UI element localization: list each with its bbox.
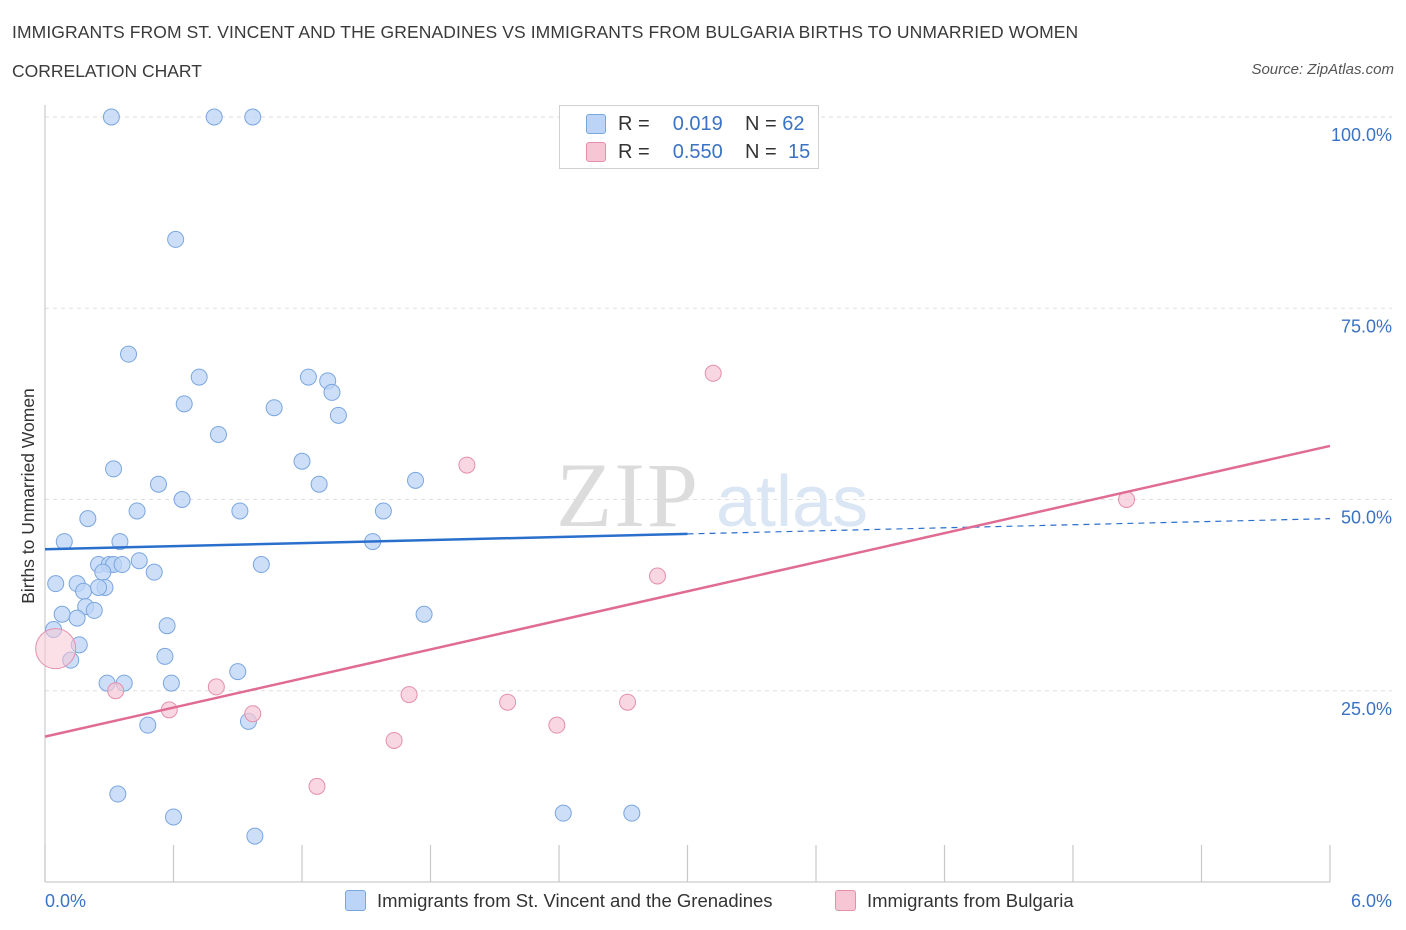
data-point-pink [458, 456, 476, 474]
x-tick-label: 6.0% [1351, 891, 1392, 911]
y-tick-label: 75.0% [1341, 316, 1392, 336]
legend-r-value-pink: 0.550 [672, 141, 723, 163]
legend-r-label: R = [618, 113, 650, 135]
axes [44, 105, 1331, 883]
data-point-blue [79, 510, 97, 528]
trend-lines [44, 444, 1331, 738]
data-point-pink [35, 628, 77, 670]
data-point-blue [130, 552, 148, 570]
data-point-blue [139, 716, 157, 734]
data-point-blue [94, 563, 112, 581]
data-point-blue [162, 674, 180, 692]
y-tick-label: 50.0% [1341, 508, 1392, 528]
data-point-blue [231, 502, 249, 520]
data-point-blue [128, 502, 146, 520]
data-point-blue [623, 804, 641, 822]
data-point-blue [252, 556, 270, 574]
legend-swatch-pink [586, 142, 606, 162]
bottom-legend-swatch-pink [835, 890, 856, 911]
data-point-blue [90, 578, 108, 596]
trendline-blue-extension [687, 518, 1331, 535]
legend-n-value-pink: 15 [788, 141, 811, 163]
bottom-legend-label-blue: Immigrants from St. Vincent and the Gren… [377, 890, 773, 911]
data-point-blue [156, 647, 174, 665]
legend-text-pink: R = 0.550 N = 15 [618, 141, 810, 164]
data-point-blue [120, 345, 138, 363]
data-point-pink [107, 682, 125, 700]
y-tick-label: 100.0% [1331, 125, 1392, 145]
data-point-blue [229, 663, 247, 681]
chart-title: IMMIGRANTS FROM ST. VINCENT AND THE GREN… [12, 22, 1079, 42]
data-point-blue [244, 108, 262, 126]
data-point-pink [619, 693, 637, 711]
data-point-pink [704, 364, 722, 382]
data-point-blue [265, 399, 283, 417]
data-point-blue [374, 502, 392, 520]
data-point-blue [173, 491, 191, 508]
data-point-blue [150, 475, 168, 493]
data-point-blue [329, 406, 347, 424]
data-point-pink [499, 693, 517, 711]
data-point-blue [165, 808, 182, 826]
data-point-blue [85, 601, 103, 619]
data-point-blue [407, 471, 425, 489]
y-tick-label: 25.0% [1341, 699, 1392, 719]
data-point-blue [47, 575, 65, 593]
bottom-legend-label-pink: Immigrants from Bulgaria [867, 890, 1074, 911]
watermark: ZIP atlas [556, 444, 868, 546]
data-point-blue [554, 804, 572, 822]
legend-r-label: R = [618, 141, 650, 163]
legend-n-value-blue: 62 [782, 113, 805, 135]
series-pink-points [35, 364, 1136, 795]
source-note: Source: ZipAtlas.com [1251, 61, 1394, 78]
data-point-pink [207, 678, 225, 696]
data-point-blue [190, 368, 208, 386]
data-point-blue [75, 582, 93, 600]
data-point-blue [102, 108, 120, 126]
legend-text-blue: R = 0.019 N = 62 [618, 113, 805, 136]
trendline-blue [44, 532, 688, 551]
chart-subtitle: CORRELATION CHART [12, 61, 202, 81]
bottom-legend-swatch-blue [345, 890, 366, 911]
series-blue-points [45, 108, 641, 845]
data-point-blue [299, 368, 317, 386]
y-axis-label: Births to Unmarried Women [18, 388, 38, 604]
data-point-blue [415, 605, 433, 623]
legend-n-label: N = [745, 113, 777, 135]
data-point-blue [53, 605, 71, 623]
legend-swatch-blue [586, 114, 606, 134]
data-point-pink [244, 705, 262, 723]
data-point-blue [175, 395, 193, 413]
data-point-pink [649, 567, 667, 585]
legend-r-value-blue: 0.019 [672, 113, 723, 135]
trendline-pink [44, 444, 1331, 738]
data-point-blue [113, 556, 131, 574]
data-point-blue [145, 563, 163, 581]
data-point-blue [323, 383, 341, 401]
stats-legend: R = 0.019 N = 62 R = 0.550 N = 15 [559, 105, 819, 169]
data-point-blue [55, 533, 73, 551]
watermark-zip: ZIP [556, 444, 700, 546]
data-point-pink [400, 686, 418, 704]
watermark-atlas: atlas [716, 462, 868, 542]
data-point-blue [209, 425, 227, 443]
data-point-blue [310, 475, 328, 493]
x-tick-label: 0.0% [45, 891, 86, 911]
data-point-blue [167, 230, 185, 248]
legend-n-label: N = [745, 141, 777, 163]
data-point-blue [111, 533, 129, 551]
data-point-blue [246, 827, 264, 845]
data-point-pink [548, 716, 566, 734]
data-point-pink [308, 777, 326, 795]
data-point-blue [68, 609, 86, 627]
data-point-blue [205, 108, 223, 126]
data-point-blue [158, 617, 176, 635]
grid-lines [45, 116, 1392, 692]
data-point-pink [385, 731, 403, 749]
data-point-blue [105, 460, 123, 478]
data-point-blue [293, 452, 311, 470]
data-point-blue [109, 785, 127, 803]
tick-labels: 100.0% 75.0% 50.0% 25.0% 0.0% 6.0% [45, 125, 1392, 911]
